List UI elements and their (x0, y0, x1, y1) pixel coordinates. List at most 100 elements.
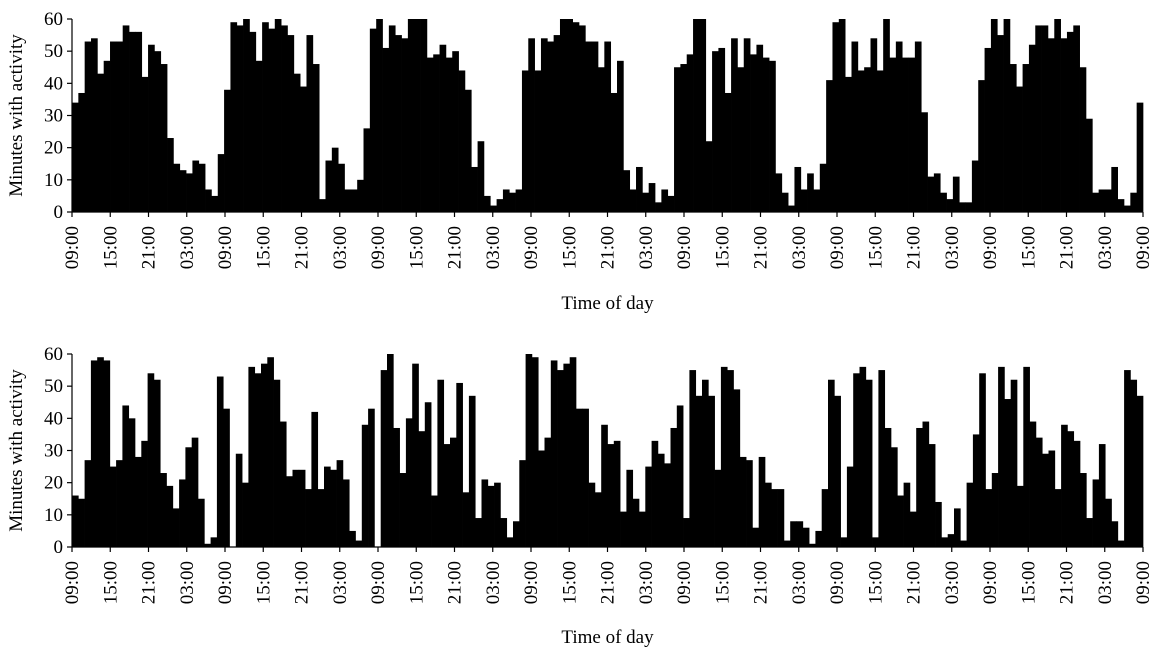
bar (851, 41, 859, 212)
bar (576, 408, 583, 547)
bar (788, 205, 795, 212)
bar (724, 92, 732, 212)
x-tick-label: 09:00 (62, 561, 83, 604)
bar (192, 160, 200, 212)
x-tick-label: 21:00 (292, 226, 313, 269)
bar (594, 492, 602, 547)
bar (1035, 25, 1042, 213)
bar (293, 73, 301, 213)
bar (236, 25, 244, 213)
bar (613, 440, 621, 547)
x-tick-label: 21:00 (598, 561, 619, 604)
bar (1035, 437, 1043, 547)
bar (481, 479, 489, 547)
bar (342, 479, 350, 547)
x-tick-label: 15:00 (406, 226, 427, 269)
bar (281, 25, 288, 213)
y-tick-label: 40 (44, 73, 63, 94)
bar (872, 537, 879, 547)
bar (610, 92, 618, 212)
bar (1104, 189, 1112, 212)
bar (458, 70, 466, 212)
x-tick-label: 09:00 (215, 561, 236, 604)
x-tick-label: 21:00 (139, 226, 160, 269)
bar (617, 60, 624, 212)
bar (737, 67, 745, 212)
bar (908, 57, 916, 212)
x-tick-label: 21:00 (751, 226, 772, 269)
bar (502, 189, 510, 212)
bar (947, 534, 955, 547)
bar (777, 489, 785, 547)
bar (645, 466, 652, 547)
x-tick-label: 03:00 (942, 561, 963, 604)
bar (109, 466, 117, 547)
bar (705, 141, 713, 212)
bar (387, 354, 394, 547)
bar (689, 370, 697, 547)
x-tick-label: 15:00 (865, 226, 886, 269)
bar (1028, 44, 1036, 213)
x-tick-label: 03:00 (330, 561, 351, 604)
bar (826, 80, 833, 213)
bar (578, 25, 586, 213)
bar (933, 173, 941, 212)
x-tick-label: 09:00 (674, 561, 695, 604)
bar (147, 373, 155, 547)
bar (450, 437, 457, 547)
x-tick-label: 21:00 (139, 561, 160, 604)
x-tick-label: 21:00 (445, 226, 466, 269)
bar (1029, 421, 1037, 547)
bar (418, 431, 426, 547)
bar (477, 141, 485, 212)
bar (796, 521, 804, 547)
bar (699, 19, 707, 212)
bar (255, 60, 263, 212)
bar (198, 163, 206, 212)
bar (686, 54, 694, 212)
bar (1136, 395, 1144, 547)
y-tick-label: 40 (44, 408, 63, 429)
bar (857, 70, 865, 212)
x-tick-label: 15:00 (559, 226, 580, 269)
bar (695, 395, 703, 547)
bar (490, 205, 497, 212)
bar (940, 192, 947, 212)
bar (946, 199, 954, 212)
x-tick-label: 15:00 (406, 561, 427, 604)
bar (998, 366, 1005, 547)
bar (802, 527, 810, 547)
bar (762, 57, 770, 212)
bar (129, 31, 136, 213)
bar (902, 57, 909, 212)
bar (1098, 444, 1106, 547)
bar (1017, 485, 1024, 547)
x-axis-title: Time of day (561, 293, 654, 314)
bar (903, 482, 911, 547)
bar (116, 41, 124, 212)
x-tick-label: 09:00 (827, 561, 848, 604)
bar (154, 51, 162, 212)
y-tick-label: 10 (44, 505, 63, 526)
bar (72, 495, 79, 547)
x-tick-label: 21:00 (904, 561, 925, 604)
bar (173, 163, 181, 212)
bar (166, 485, 174, 547)
bar (819, 163, 827, 212)
bar (935, 501, 942, 547)
bar (651, 440, 659, 547)
bar (471, 166, 478, 212)
bar (648, 183, 656, 212)
bar (756, 44, 764, 213)
bar (846, 466, 854, 547)
x-tick-label: 09:00 (368, 226, 389, 269)
bar (1067, 431, 1075, 547)
x-tick-label: 09:00 (215, 226, 236, 269)
bar (167, 138, 174, 212)
x-tick-label: 15:00 (100, 226, 121, 269)
bar (620, 511, 627, 547)
bar (1079, 67, 1087, 212)
x-tick-label: 03:00 (789, 226, 810, 269)
bar (794, 166, 802, 212)
bar (1124, 370, 1131, 547)
